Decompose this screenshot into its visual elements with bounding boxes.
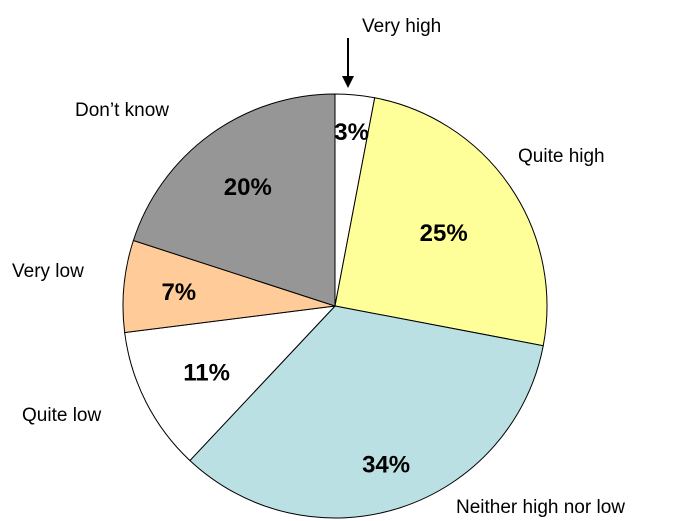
pct-label-neither-high-nor-low: 34% bbox=[362, 451, 410, 478]
pct-label-very-high: 3% bbox=[334, 119, 369, 146]
pie-slice-dont-know bbox=[132, 93, 336, 307]
pct-label-dont-know: 20% bbox=[224, 174, 272, 201]
percentage-labels: 3% 25% 34% 11% 7% 20% bbox=[161, 119, 468, 478]
category-label-quite-high: Quite high bbox=[518, 146, 605, 167]
category-label-quite-low: Quite low bbox=[22, 405, 101, 426]
pct-label-quite-low: 11% bbox=[183, 359, 230, 386]
pie-slice-quite-high bbox=[334, 97, 548, 347]
category-label-very-high: Very high bbox=[362, 16, 441, 37]
pie-slices bbox=[122, 93, 548, 519]
callout-arrows bbox=[342, 38, 354, 88]
pct-label-very-low: 7% bbox=[161, 279, 196, 306]
pie-slice-neither-high-nor-low bbox=[189, 305, 544, 519]
category-label-neither-high-nor-low: Neither high nor low bbox=[456, 497, 625, 518]
category-label-very-low: Very low bbox=[12, 261, 84, 282]
pct-label-quite-high: 25% bbox=[420, 220, 468, 247]
pie-slice-quite-low bbox=[124, 305, 337, 462]
callout-arrow-head bbox=[342, 76, 354, 88]
category-labels: Very high Quite high Neither high nor low Q… bbox=[12, 16, 625, 518]
category-label-dont-know: Don’t know bbox=[75, 100, 169, 121]
